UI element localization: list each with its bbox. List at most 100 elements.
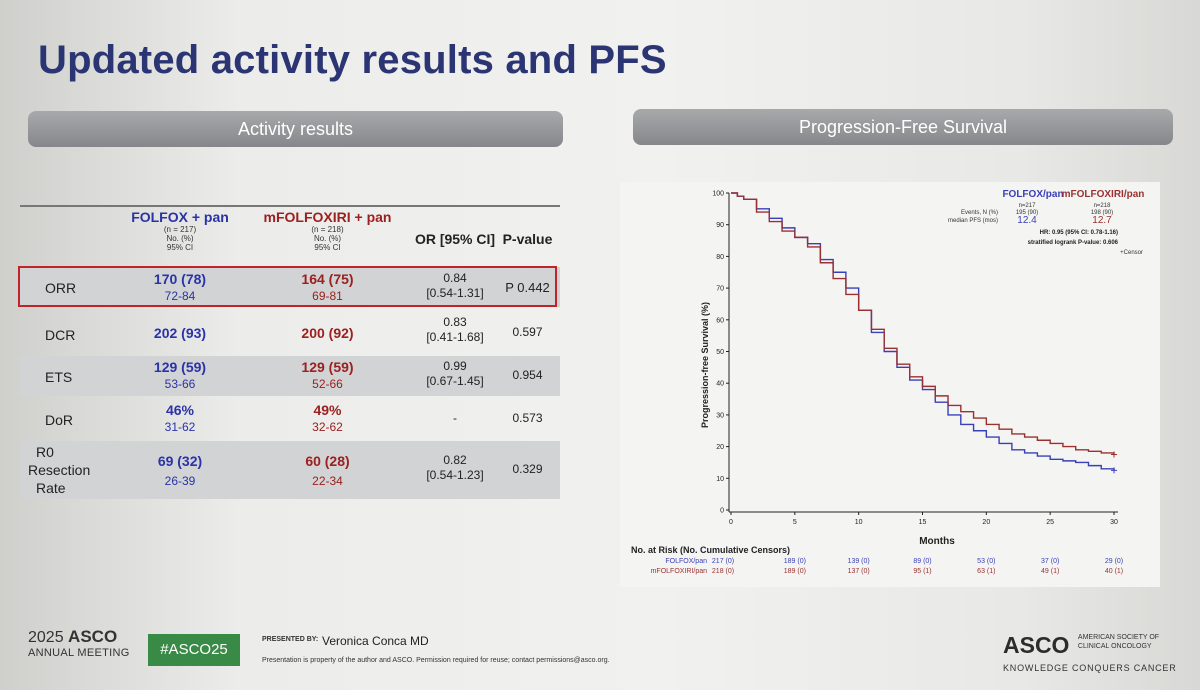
row-label-line: R0 [36,444,54,460]
mfolfoxiri-header-n: (n = 218) [311,225,344,235]
row-label-line: Rate [36,480,66,496]
folfox-header-ci: 95% CI [166,243,194,253]
or-cell: 0.83 [0.41-1.68] [405,315,505,345]
legend-events-folfox: 195 (90) [1016,210,1038,216]
risk-value: 137 (0) [848,568,870,575]
x-tick-label: 10 [855,519,863,526]
folfox-header: FOLFOX + pan (n = 217) No. (%) 95% CI [125,209,235,253]
mfolfoxiri-header-ci: 95% CI [314,243,341,253]
table-row-orr: ORR 170 (78) 72-84 164 (75) 69-81 0.84 [0.5… [20,267,560,307]
or-value: - [453,411,457,425]
folfox-header-nopct: No. (%) [166,234,194,244]
footer-asco: ASCO [68,627,118,646]
folfox-value: 170 (78) [153,271,207,287]
pfs-chart-panel [620,182,1160,587]
pvalue-header-label: P-value [502,231,553,247]
risk-value: 189 (0) [784,558,806,565]
footer-year: 2025 [28,629,64,646]
risk-value: 95 (1) [913,568,931,575]
risk-value: 89 (0) [913,558,931,565]
p-value: P 0.442 [505,280,550,295]
legend-events-mfolfoxiri: 198 (90) [1091,210,1113,216]
x-tick-label: 15 [919,519,927,526]
risk-row-label-folfox: FOLFOX/pan [665,558,707,565]
table-row-dcr: DCR 202 (93) 200 (92) 0.83 [0.41-1.68] 0.… [20,311,560,353]
folfox-header-name: FOLFOX + pan [131,209,229,225]
or-ci: [0.41-1.68] [426,330,484,344]
legend-median-folfox: 12.4 [1017,215,1037,226]
asco-annual-meeting-logo: 2025 ASCO ANNUAL MEETING [28,628,130,659]
legend-logrank: stratified logrank P-value: 0.606 [1028,240,1119,246]
folfox-header-n: (n = 217) [163,225,197,235]
folfox-value: 129 (59) [153,359,207,375]
folfox-ci: 53-66 [164,376,196,391]
chart-axes: 0 10 20 30 40 50 60 70 80 90 100 0 5 10 15 20 25 30 [712,191,1118,526]
folfox-ci: 26-39 [164,473,196,488]
folfox-cell: 46% 31-62 [125,402,235,435]
pvalue-header: P-value [495,231,560,247]
legend-censor: +Censor [1120,250,1143,256]
society-line: CLINICAL ONCOLOGY [1077,642,1152,650]
folfox-value: 69 (32) [157,453,203,469]
risk-value: 37 (0) [1041,558,1059,565]
legend-median-label: median PFS (mos) [948,218,998,224]
y-tick-label: 100 [712,191,724,198]
mfx-cell: 49% 32-62 [255,402,400,435]
risk-value: 49 (1) [1041,568,1059,575]
row-label: R0 Resection Rate [28,443,90,497]
risk-value: 63 (1) [977,568,995,575]
y-tick-label: 10 [716,476,724,483]
risk-value: 139 (0) [848,558,870,565]
folfox-value: 202 (93) [153,325,207,341]
table-row-r0: R0 Resection Rate 69 (32) 26-39 60 (28) 22… [20,441,560,499]
risk-table-title: No. at Risk (No. Cumulative Censors) [631,545,790,555]
x-tick-label: 25 [1046,519,1054,526]
asco-society-logo: ASCO AMERICAN SOCIETY OF CLINICAL ONCOLO… [1003,632,1177,673]
footer: 2025 ASCO ANNUAL MEETING #ASCO25 PRESENT… [0,622,1200,690]
mfx-cell: 60 (28) 22-34 [255,453,400,489]
legend-series-mfolfoxiri: mFOLFOXIRI/pan [1062,189,1145,200]
or-header-label: OR [95% CI] [414,231,496,247]
p-value: 0.954 [512,368,543,382]
table-row-dor: DoR 46% 31-62 49% 32-62 - 0.573 [20,399,560,439]
y-tick-label: 70 [716,286,724,293]
row-label: DoR [45,412,74,428]
p-value: 0.597 [512,325,543,339]
risk-table: No. at Risk (No. Cumulative Censors) FOL… [631,545,1123,575]
activity-table: FOLFOX + pan (n = 217) No. (%) 95% CI mF… [20,205,560,499]
folfox-cell: 69 (32) 26-39 [125,453,235,489]
mfx-ci: 32-62 [312,419,343,434]
legend-hr: HR: 0.95 (95% CI: 0.78-1.16) [1040,230,1118,236]
x-tick-label: 20 [982,519,990,526]
table-row-ets: ETS 129 (59) 53-66 129 (59) 52-66 0.99 [0.6… [20,356,560,396]
pfs-banner: Progression-Free Survival [633,109,1173,145]
table-top-rule [20,205,560,207]
folfox-cell: 129 (59) 53-66 [125,359,235,392]
or-value: 0.84 [443,271,467,285]
y-tick-label: 20 [716,444,724,451]
y-tick-label: 30 [716,412,724,419]
risk-value: 189 (0) [784,568,806,575]
mfx-value: 200 (92) [301,325,354,341]
or-header: OR [95% CI] [405,231,505,247]
mfx-ci: 69-81 [312,288,343,303]
risk-value: 53 (0) [977,558,995,565]
censor-mark [1111,451,1117,458]
mfolfoxiri-header: mFOLFOXIRI + pan (n = 218) No. (%) 95% C… [255,209,400,253]
society-name: AMERICAN SOCIETY OF CLINICAL ONCOLOGY [1078,634,1159,652]
mfx-cell: 200 (92) [255,325,400,343]
mfx-value: 60 (28) [305,453,350,469]
legend-n-folfox: n=217 [1019,203,1037,209]
mfx-ci: 22-34 [312,473,343,488]
or-ci: [0.54-1.23] [426,468,484,482]
or-cell: 0.99 [0.67-1.45] [405,359,505,389]
km-curve-mfolfoxiri [731,192,1115,455]
or-value: 0.99 [443,359,467,373]
risk-value: 29 (0) [1105,558,1123,565]
folfox-cell: 202 (93) [125,325,235,343]
risk-values: 217 (0) 189 (0) 139 (0) 89 (0) 53 (0) 37 (0) 2… [712,558,1123,575]
or-cell: 0.82 [0.54-1.23] [405,453,505,483]
mfolfoxiri-header-nopct: No. (%) [313,234,342,244]
